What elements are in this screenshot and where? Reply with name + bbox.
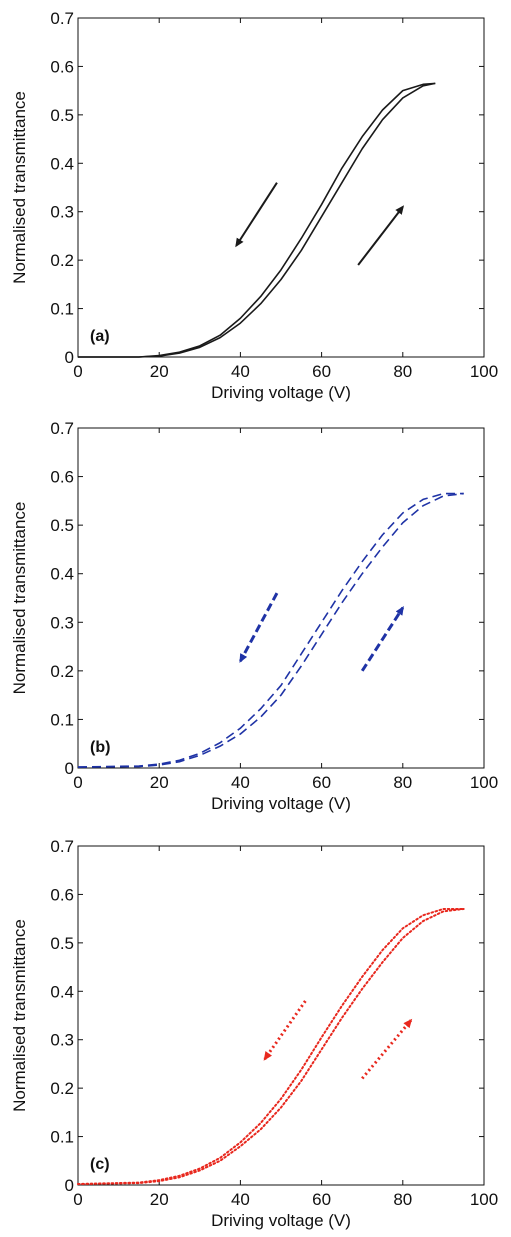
x-tick-label: 80: [393, 1190, 412, 1209]
x-tick-label: 0: [73, 1190, 82, 1209]
y-tick-label: 0.4: [50, 982, 74, 1001]
x-tick-label: 40: [231, 773, 250, 792]
chart-panel-b: 0 20 40 60 80 100 0 0.1 0.2 0.3 0.4 0.5 0.6 0.7 Drivin…: [10, 419, 498, 813]
y-tick-label: 0.7: [50, 837, 74, 856]
plot-frame: [77, 845, 485, 1186]
x-axis-label: Driving voltage (V): [211, 383, 351, 402]
series-line-1: [77, 492, 464, 768]
y-tick-label: 0.7: [50, 9, 74, 28]
y-tick-label: 0.5: [50, 516, 74, 535]
y-tick-label: 0.4: [50, 565, 74, 584]
y-axis-label: Normalised transmittance: [10, 91, 29, 284]
panel-label: (b): [90, 739, 110, 756]
y-tick-label: 0.7: [50, 419, 74, 438]
y-tick-label: 0.1: [50, 710, 74, 729]
panel-label: (c): [90, 1156, 110, 1173]
x-tick-label: 20: [150, 362, 169, 381]
series-line-1: [77, 907, 465, 1186]
x-tick-label: 40: [231, 1190, 250, 1209]
x-tick-label: 80: [393, 362, 412, 381]
y-tick-label: 0: [65, 1176, 74, 1195]
x-tick-label: 0: [73, 773, 82, 792]
y-tick-label: 0: [65, 759, 74, 778]
y-tick-label: 0.5: [50, 106, 74, 125]
y-tick-label: 0.3: [50, 203, 74, 222]
y-tick-label: 0.1: [50, 1128, 74, 1147]
y-tick-label: 0.2: [50, 1079, 74, 1098]
x-tick-label: 100: [470, 773, 498, 792]
x-tick-label: 80: [393, 773, 412, 792]
arrow-decreasing: [263, 1000, 307, 1061]
y-tick-label: 0.3: [50, 1031, 74, 1050]
y-tick-label: 0.4: [50, 154, 74, 173]
y-tick-label: 0.1: [50, 300, 74, 319]
y-axis-label: Normalised transmittance: [10, 919, 29, 1112]
x-tick-label: 60: [312, 362, 331, 381]
y-tick-label: 0.5: [50, 934, 74, 953]
series-line-1: [78, 82, 436, 358]
arrow-increasing: [360, 606, 405, 672]
plot-frame: [77, 17, 485, 358]
arrow-increasing: [357, 205, 405, 266]
y-axis-label: Normalised transmittance: [10, 502, 29, 695]
x-tick-label: 100: [470, 1190, 498, 1209]
y-tick-label: 0.3: [50, 613, 74, 632]
x-tick-label: 100: [470, 362, 498, 381]
x-tick-label: 0: [73, 362, 82, 381]
y-tick-label: 0.2: [50, 662, 74, 681]
series-line-2: [77, 907, 465, 1186]
series-line-2: [78, 82, 436, 358]
y-tick-label: 0.6: [50, 885, 74, 904]
x-tick-label: 20: [150, 773, 169, 792]
x-tick-label: 60: [312, 773, 331, 792]
y-tick-label: 0.2: [50, 251, 74, 270]
x-axis-label: Driving voltage (V): [211, 794, 351, 813]
y-tick-label: 0.6: [50, 57, 74, 76]
y-tick-label: 0: [65, 348, 74, 367]
series-line-2: [77, 492, 464, 768]
plot-frame: [77, 427, 485, 769]
panel-label: (a): [90, 328, 110, 345]
arrow-decreasing: [235, 182, 278, 248]
x-axis-label: Driving voltage (V): [211, 1211, 351, 1230]
x-tick-label: 40: [231, 362, 250, 381]
x-tick-label: 20: [150, 1190, 169, 1209]
x-tick-label: 60: [312, 1190, 331, 1209]
chart-panel-a: 0 20 40 60 80 100 0 0.1 0.2 0.3 0.4 0.5 0.6 0.7 Drivin…: [10, 9, 498, 402]
y-tick-label: 0.6: [50, 468, 74, 487]
arrow-increasing: [361, 1018, 413, 1080]
chart-panel-c: 0 20 40 60 80 100 0 0.1 0.2 0.3 0.4 0.5 0.6 0.7 Drivin…: [10, 837, 498, 1230]
arrow-decreasing: [239, 592, 279, 663]
